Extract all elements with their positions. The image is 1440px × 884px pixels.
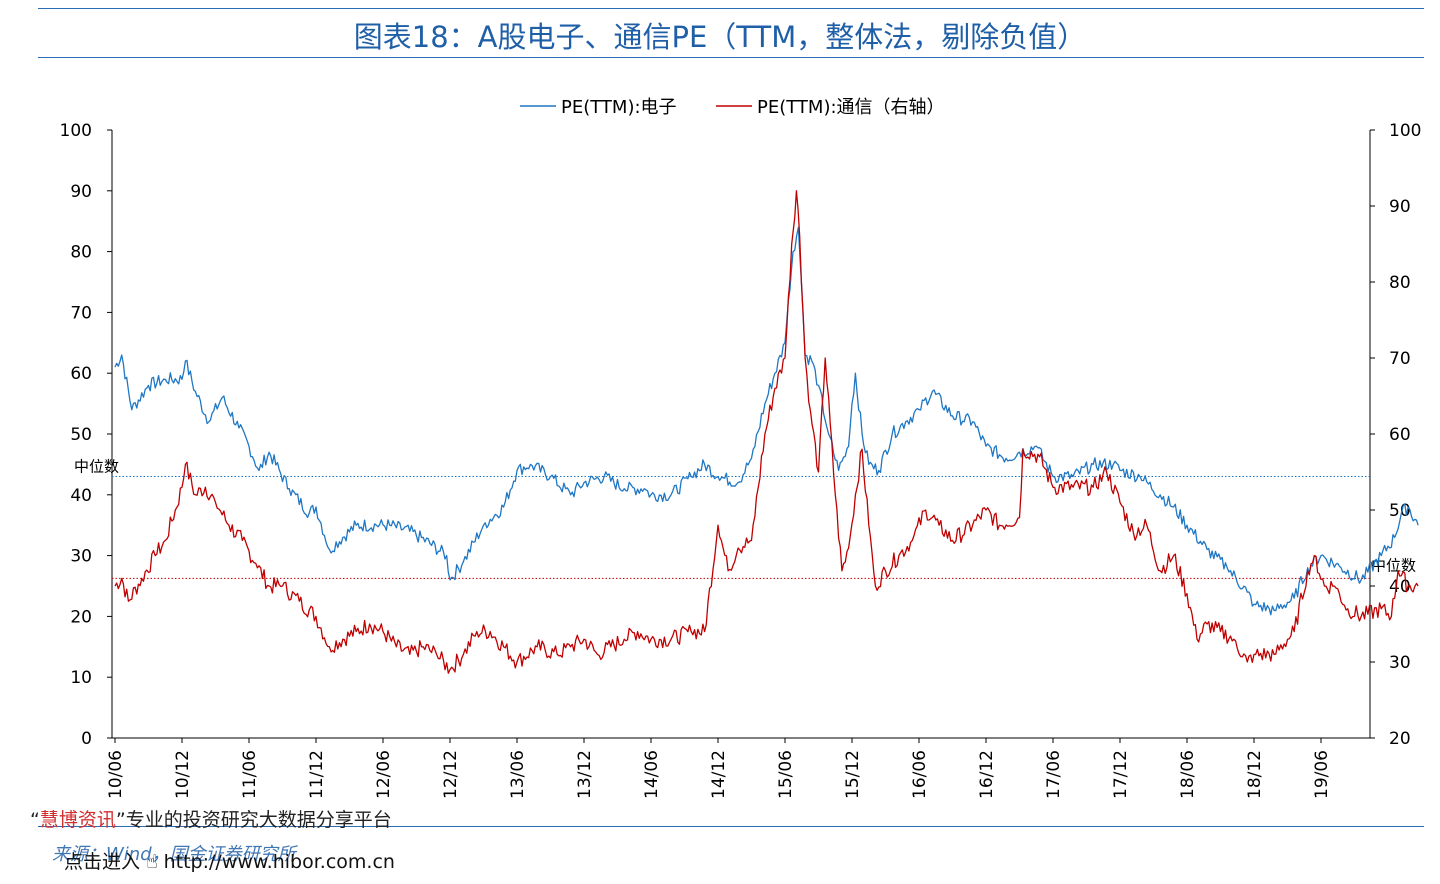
x-tick-label: 15/06: [776, 750, 796, 799]
footer-rule: [38, 826, 1424, 827]
median-label-electronics: 中位数: [74, 458, 119, 476]
quote-open: “: [30, 809, 40, 831]
x-tick-label: 17/06: [1044, 750, 1064, 799]
left-tick-label: 80: [70, 243, 92, 263]
left-tick-label: 0: [81, 729, 92, 749]
pe-chart: 0102030405060708090100203040506070809010…: [60, 97, 1422, 799]
right-tick-label: 100: [1389, 121, 1421, 141]
x-tick-label: 13/06: [508, 750, 528, 799]
x-tick-label: 14/06: [642, 750, 662, 799]
link-prefix: 点击进入: [64, 851, 141, 873]
quote-close: ”: [115, 809, 126, 831]
source-note: 来源：Wind，国金证券研究所: [52, 844, 296, 865]
x-tick-label: 14/12: [709, 750, 729, 799]
x-tick-label: 12/12: [441, 750, 461, 799]
x-tick-label: 12/06: [374, 750, 394, 799]
left-tick-label: 100: [60, 121, 92, 141]
left-tick-label: 10: [70, 668, 92, 688]
x-tick-label: 17/12: [1111, 750, 1131, 799]
legend-label-telecom: PE(TTM):通信（右轴）: [757, 97, 945, 118]
left-tick-label: 50: [70, 425, 92, 445]
x-tick-label: 18/12: [1245, 750, 1265, 799]
page-title: 图表18：A股电子、通信PE（TTM，整体法，剔除负值）: [353, 20, 1087, 54]
median-label-telecom: 中位数: [1371, 556, 1416, 574]
x-tick-label: 11/12: [307, 750, 327, 799]
hand-pointer-icon: ☝: [146, 851, 158, 873]
series-line-telecom: [114, 190, 1419, 674]
left-tick-label: 90: [70, 182, 92, 202]
x-tick-label: 18/06: [1178, 750, 1198, 799]
right-tick-label: 20: [1389, 729, 1411, 749]
x-tick-label: 10/06: [106, 750, 126, 799]
x-tick-label: 11/06: [240, 750, 260, 799]
link-url[interactable]: http://www.hibor.com.cn: [163, 851, 395, 873]
top-rule: [38, 8, 1424, 9]
left-tick-label: 20: [70, 607, 92, 627]
right-tick-label: 80: [1389, 273, 1411, 293]
legend-label-electronics: PE(TTM):电子: [561, 97, 677, 118]
left-tick-label: 70: [70, 303, 92, 323]
right-tick-label: 90: [1389, 197, 1411, 217]
right-tick-label: 60: [1389, 425, 1411, 445]
x-tick-label: 16/06: [910, 750, 930, 799]
footer-promo: “慧博资讯”专业的投资研究大数据分享平台: [30, 805, 392, 832]
x-tick-label: 15/12: [843, 750, 863, 799]
x-tick-label: 13/12: [575, 750, 595, 799]
left-tick-label: 30: [70, 547, 92, 567]
x-tick-label: 10/12: [173, 750, 193, 799]
series-line-electronics: [114, 226, 1419, 616]
brand-name[interactable]: 慧博资讯: [39, 809, 116, 831]
x-tick-label: 16/12: [977, 750, 997, 799]
right-tick-label: 30: [1389, 653, 1411, 673]
x-tick-label: 19/06: [1312, 750, 1332, 799]
left-tick-label: 60: [70, 364, 92, 384]
footer-link[interactable]: 点击进入 ☝ http://www.hibor.com.cn: [64, 847, 395, 874]
slogan: 专业的投资研究大数据分享平台: [125, 809, 392, 831]
left-tick-label: 40: [70, 486, 92, 506]
right-tick-label: 70: [1389, 349, 1411, 369]
title-rule: [38, 57, 1424, 58]
